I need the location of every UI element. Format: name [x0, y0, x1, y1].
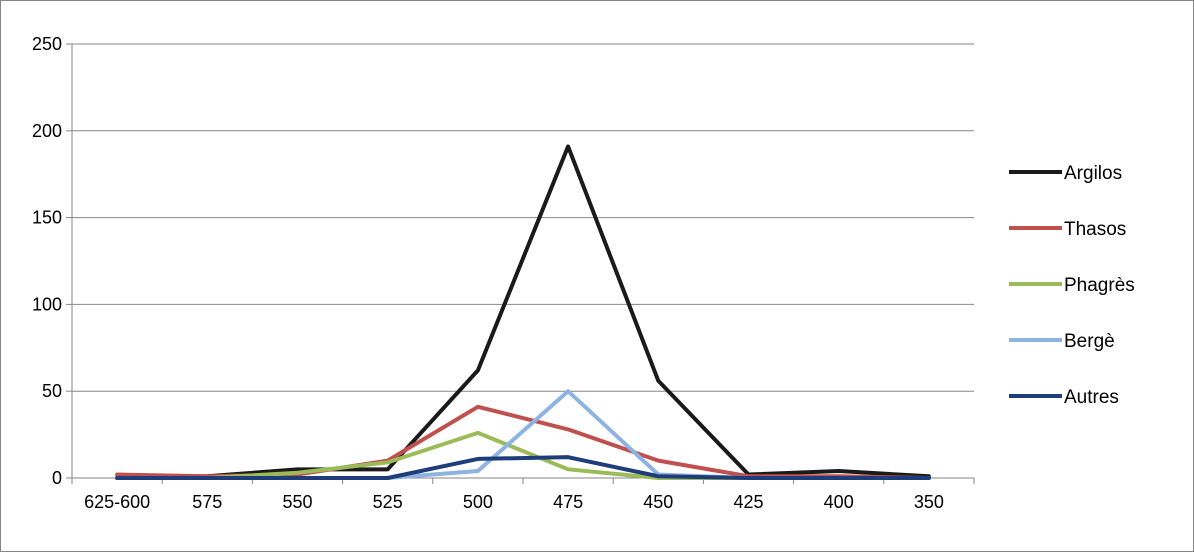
y-tick-label: 250 — [32, 34, 62, 54]
x-tick-label: 425 — [733, 492, 763, 512]
y-axis-ticks: 0 50 100 150 200 250 — [32, 34, 72, 488]
legend-label-autres: Autres — [1064, 387, 1119, 408]
legend: Argilos Thasos Phagrès Bergè Autres — [1009, 163, 1135, 408]
x-axis-ticks: 625-600 575 550 525 500 475 450 425 400 350 — [71, 478, 975, 512]
series-line-autres — [115, 455, 931, 480]
x-tick-label: 550 — [282, 492, 312, 512]
y-tick-label: 100 — [32, 294, 62, 314]
x-tick-label: 500 — [463, 492, 493, 512]
legend-label-thasos: Thasos — [1064, 219, 1126, 240]
legend-label-phagres: Phagrès — [1064, 275, 1135, 296]
legend-label-berge: Bergè — [1064, 331, 1115, 352]
x-tick-label: 400 — [824, 492, 854, 512]
x-tick-label: 525 — [373, 492, 403, 512]
x-tick-label: 350 — [914, 492, 944, 512]
series-lines — [115, 144, 931, 480]
y-tick-label: 200 — [32, 121, 62, 141]
x-tick-label: 475 — [553, 492, 583, 512]
x-tick-label: 625-600 — [84, 492, 150, 512]
x-tick-label: 450 — [643, 492, 673, 512]
x-tick-label: 575 — [192, 492, 222, 512]
series-line-berge — [115, 389, 931, 480]
gridlines — [72, 43, 974, 392]
series-line-thasos — [115, 404, 931, 480]
y-tick-label: 150 — [32, 208, 62, 228]
y-tick-label: 50 — [42, 381, 62, 401]
y-tick-label: 0 — [52, 468, 62, 488]
legend-label-argilos: Argilos — [1064, 163, 1122, 184]
series-line-argilos — [115, 144, 931, 480]
